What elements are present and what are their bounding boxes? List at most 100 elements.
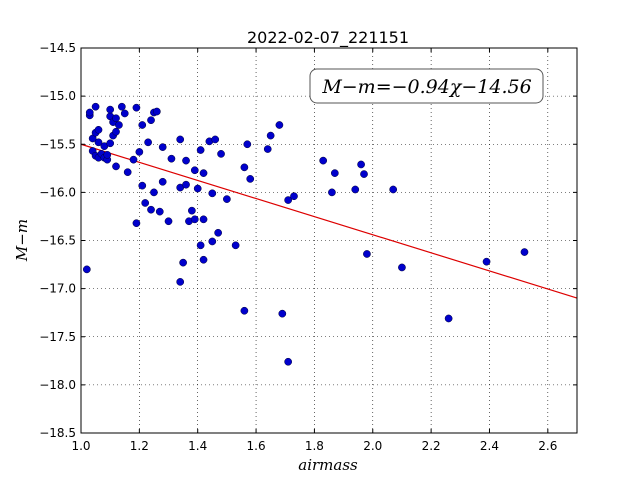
data-point xyxy=(246,175,255,183)
x-tick-label: 2.6 xyxy=(538,439,557,453)
data-point xyxy=(482,257,491,266)
data-point xyxy=(150,188,158,197)
data-point xyxy=(193,184,202,193)
data-point xyxy=(147,205,155,214)
data-point xyxy=(158,143,167,151)
data-point xyxy=(199,255,208,264)
data-point xyxy=(132,103,141,112)
data-point xyxy=(176,278,185,286)
data-point xyxy=(398,263,406,272)
fit-layer xyxy=(80,143,578,299)
data-point xyxy=(106,139,115,148)
data-point xyxy=(117,102,126,111)
data-point xyxy=(351,185,360,194)
data-point xyxy=(153,107,161,116)
y-tick-labels: −14.5 −15.0 −15.5 −16.0 −16.5 −17.0 −17.5 −18.0… xyxy=(39,41,76,440)
data-point xyxy=(182,156,190,165)
data-point xyxy=(164,217,173,226)
plot-area xyxy=(80,47,578,434)
x-tick-label: 1.6 xyxy=(247,439,266,453)
data-point xyxy=(214,228,222,237)
y-tick-label: −17.0 xyxy=(39,282,76,296)
data-point xyxy=(199,215,208,224)
y-tick-label: −17.5 xyxy=(39,330,76,344)
data-point xyxy=(284,196,293,204)
data-point xyxy=(144,138,152,147)
data-point xyxy=(389,185,398,194)
data-point xyxy=(112,162,120,171)
data-points xyxy=(82,102,529,366)
data-point xyxy=(132,219,141,228)
fit-equation-box: M−m=−0.94χ−14.56 xyxy=(309,68,544,104)
data-point xyxy=(328,188,336,197)
data-point xyxy=(290,192,298,201)
data-point xyxy=(223,195,231,203)
fit-line xyxy=(80,143,578,299)
chart-title: 2022-02-07_221151 xyxy=(247,28,409,48)
data-point xyxy=(182,180,190,189)
y-tick-label: −16.0 xyxy=(39,185,76,199)
data-point xyxy=(155,207,164,216)
y-tick-label: −18.0 xyxy=(39,378,76,392)
data-point xyxy=(141,199,150,207)
data-point xyxy=(106,105,115,114)
ticks xyxy=(80,47,577,434)
y-tick-label: −18.5 xyxy=(39,426,76,440)
data-point xyxy=(85,108,94,117)
data-point xyxy=(138,181,147,190)
data-point xyxy=(179,258,187,267)
data-point xyxy=(266,131,275,140)
data-point xyxy=(240,163,249,172)
x-axis-label: airmass xyxy=(298,456,358,474)
data-point xyxy=(284,357,293,366)
data-point xyxy=(135,148,144,156)
data-point xyxy=(208,237,217,246)
data-point xyxy=(208,189,217,198)
data-point xyxy=(360,170,368,178)
data-point xyxy=(278,309,287,318)
data-point xyxy=(167,154,176,163)
data-point xyxy=(240,306,249,315)
data-point xyxy=(123,168,132,177)
x-tick-label: 2.2 xyxy=(422,439,441,453)
data-point xyxy=(94,138,103,147)
data-point xyxy=(357,160,365,169)
data-point xyxy=(263,145,272,153)
data-point xyxy=(115,121,123,129)
x-tick-labels: 1.0 1.2 1.4 1.6 1.8 2.0 2.2 2.4 2.6 xyxy=(71,439,557,453)
data-point xyxy=(231,241,240,250)
data-point xyxy=(190,215,199,224)
y-axis-label: M−m xyxy=(13,219,31,262)
data-point xyxy=(444,314,453,323)
x-tick-label: 1.8 xyxy=(305,439,324,453)
data-point xyxy=(158,177,167,186)
x-tick-label: 2.4 xyxy=(480,439,499,453)
x-tick-label: 1.0 xyxy=(71,439,90,453)
data-point xyxy=(112,114,120,123)
data-point xyxy=(330,169,339,177)
data-point xyxy=(520,248,529,256)
data-point xyxy=(196,241,205,250)
y-tick-label: −16.5 xyxy=(39,234,76,248)
data-point xyxy=(196,146,205,154)
data-point xyxy=(319,156,328,165)
y-tick-label: −14.5 xyxy=(39,41,76,55)
data-point xyxy=(211,135,220,144)
fit-equation: M−m=−0.94χ−14.56 xyxy=(321,76,531,98)
x-tick-label: 1.2 xyxy=(130,439,149,453)
data-point xyxy=(190,166,199,175)
data-point xyxy=(199,169,208,177)
y-tick-label: −15.5 xyxy=(39,137,76,151)
data-point xyxy=(147,116,155,125)
x-tick-label: 1.4 xyxy=(188,439,207,453)
data-point xyxy=(112,127,120,136)
data-point xyxy=(243,140,252,149)
data-point xyxy=(217,150,225,158)
data-point xyxy=(94,125,103,134)
data-point xyxy=(275,121,284,129)
data-point xyxy=(120,109,129,118)
data-point xyxy=(363,250,371,258)
data-point xyxy=(176,135,185,144)
data-point xyxy=(82,265,91,274)
